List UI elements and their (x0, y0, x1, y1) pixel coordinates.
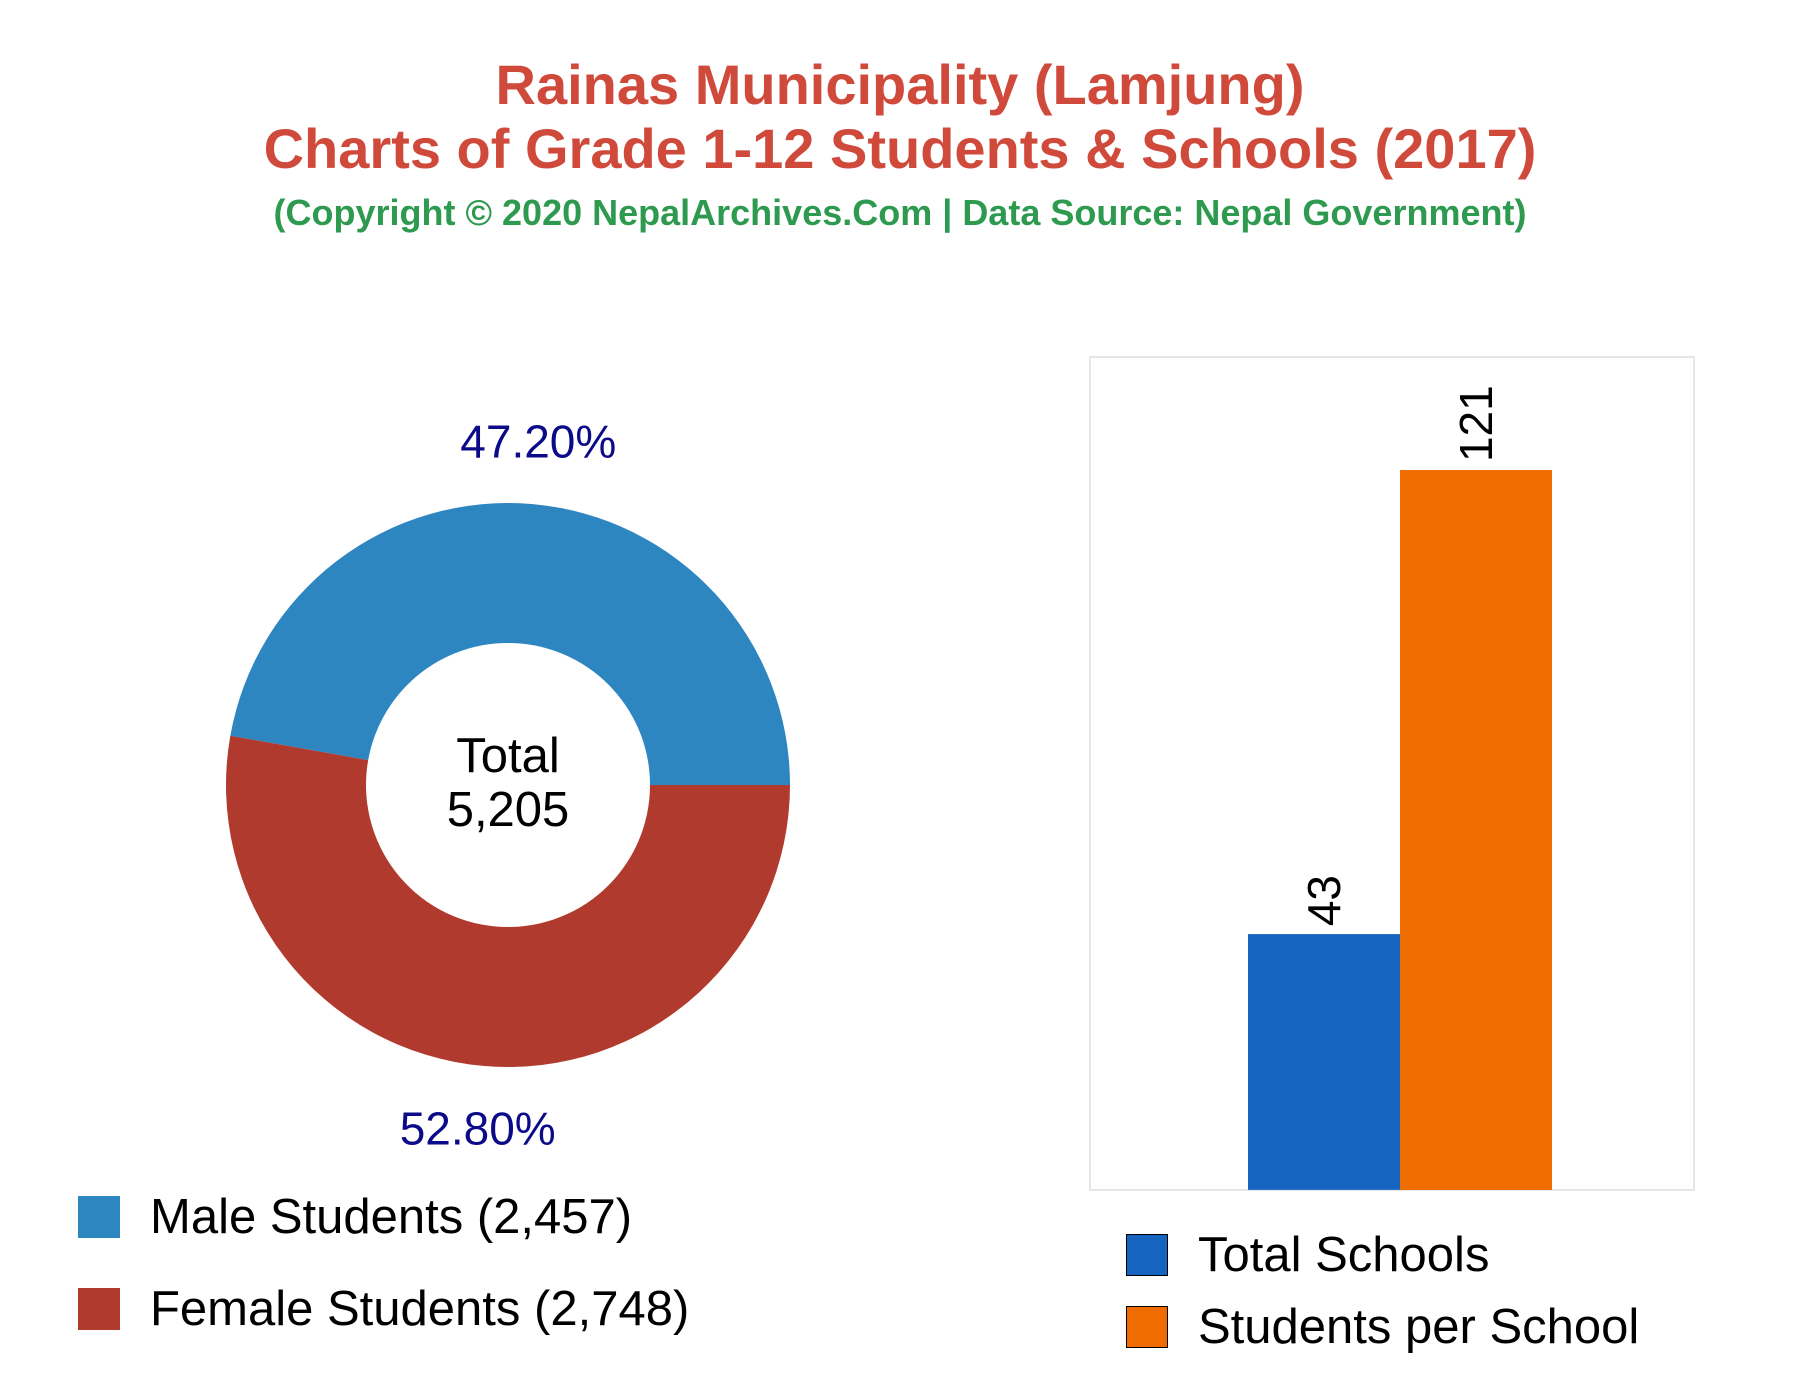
donut-percent-label-female: 52.80% (400, 1103, 556, 1155)
legend-swatch-male (78, 1196, 120, 1238)
legend-swatch-students-per-school (1126, 1306, 1168, 1348)
bar-value-label-total-schools: 43 (1298, 875, 1350, 926)
bar-chart: 43 121 (1089, 356, 1695, 1191)
donut-chart: 47.20% 52.80% Total 5,205 (225, 415, 791, 1155)
bar-value-label-students-per-school: 121 (1450, 385, 1502, 462)
legend-swatch-total-schools (1126, 1234, 1168, 1276)
legend-swatch-female (78, 1288, 120, 1330)
chart-title-line-2: Charts of Grade 1-12 Students & Schools … (263, 117, 1537, 180)
legend-label-male: Male Students (2,457) (150, 1190, 633, 1244)
chart-subtitle: (Copyright © 2020 NepalArchives.Com | Da… (273, 192, 1527, 233)
bar-students-per-school (1400, 470, 1552, 1190)
donut-slice-female (225, 735, 790, 1068)
legend-label-female: Female Students (2,748) (150, 1282, 690, 1336)
donut-center-value: 5,205 (447, 783, 570, 837)
legend-label-students-per-school: Students per School (1198, 1300, 1640, 1354)
donut-percent-label-male: 47.20% (460, 415, 616, 467)
donut-center-label: Total (456, 729, 560, 783)
chart-title-line-1: Rainas Municipality (Lamjung) (495, 53, 1305, 116)
bar-total-schools (1248, 934, 1400, 1190)
legend-label-total-schools: Total Schools (1198, 1228, 1490, 1282)
donut-slice-male (230, 503, 791, 785)
